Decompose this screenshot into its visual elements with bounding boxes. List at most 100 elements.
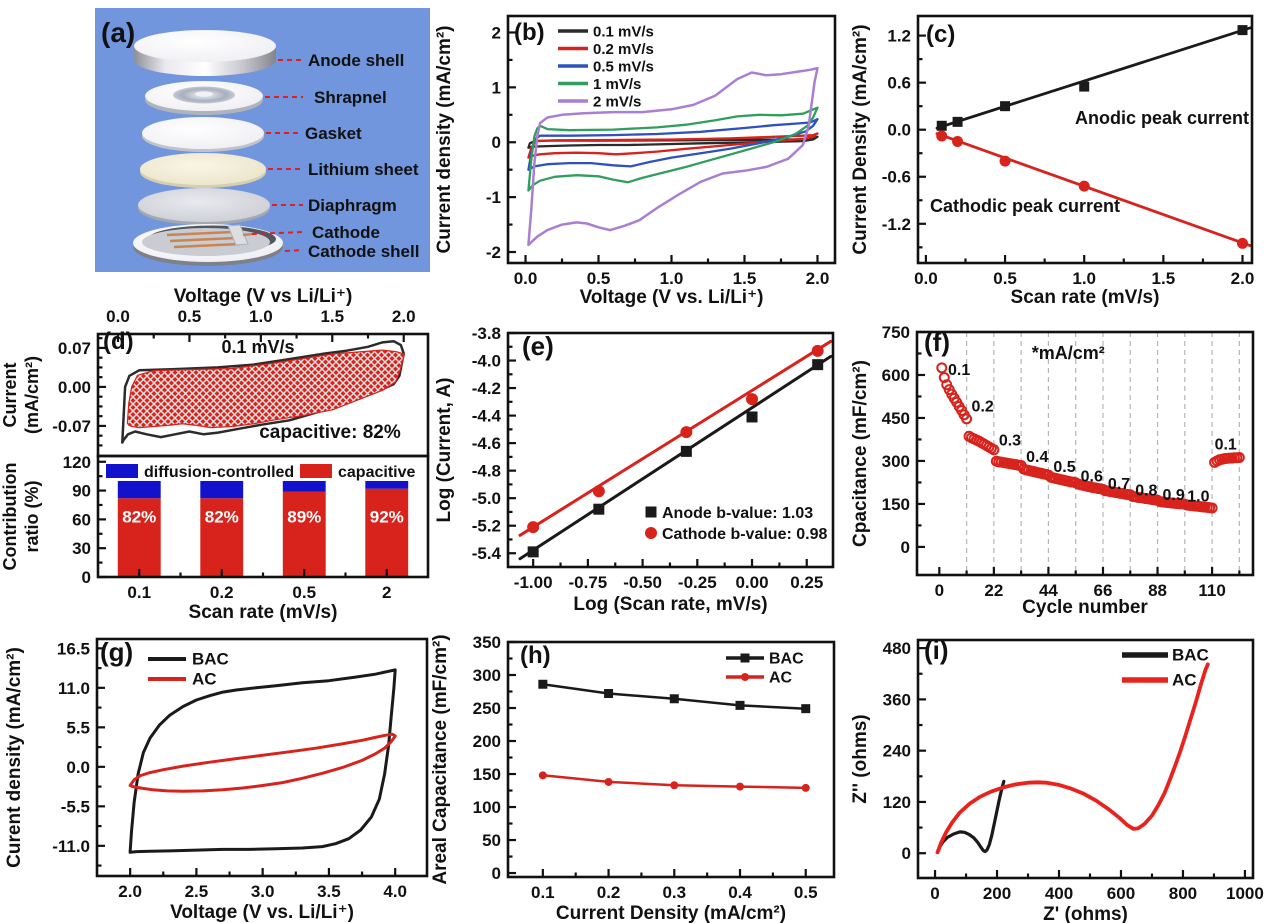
svg-text:(f): (f) xyxy=(924,327,950,357)
chart-e-series-cathode-fit xyxy=(518,339,833,537)
leader-lines xyxy=(251,59,304,252)
chart-i-nyquist: 0 200 400 600 800 1000 480 360 240 120 0 Z' (ohms) Z… xyxy=(850,635,1264,923)
chart-b-group: 0.0 0.5 1.0 1.5 2.0 2 1 0 -1 -2 Voltage (V vs. Li/… xyxy=(434,14,837,308)
svg-text:0: 0 xyxy=(902,844,911,863)
svg-text:66: 66 xyxy=(1094,581,1113,600)
svg-text:Contribution: Contribution xyxy=(0,463,20,571)
svg-text:0.0: 0.0 xyxy=(106,307,130,326)
svg-text:0.1 mV/s: 0.1 mV/s xyxy=(593,24,654,41)
svg-text:-4.6: -4.6 xyxy=(472,434,501,453)
svg-text:0.00: 0.00 xyxy=(735,573,768,592)
svg-text:-0.07: -0.07 xyxy=(52,417,91,436)
svg-text:Z' (ohms): Z' (ohms) xyxy=(1043,904,1128,923)
svg-text:2.0: 2.0 xyxy=(392,307,416,326)
panel-a-letter: (a) xyxy=(101,17,135,48)
svg-text:0.2: 0.2 xyxy=(972,399,994,416)
chart-e-legend: Anode b-value: 1.03 Cathode b-value: 0.98 xyxy=(645,505,827,543)
chart-c-group: 0.0 0.5 1.0 1.5 2.0 1.2 0.6 0.0 -0.6 -1.2 Scan rat… xyxy=(850,14,1254,308)
svg-text:Log (Current, A): Log (Current, A) xyxy=(434,378,455,523)
svg-text:Log (Scan rate, mV/s): Log (Scan rate, mV/s) xyxy=(573,594,767,615)
chart-f-series-1.0 xyxy=(1181,499,1218,514)
svg-text:150: 150 xyxy=(473,765,501,784)
chart-d-bottom-series-contribution-bars: 82% 82% 89% 92% xyxy=(117,480,409,577)
svg-text:Z'' (ohms): Z'' (ohms) xyxy=(850,714,871,803)
anode-shell-disc xyxy=(134,30,276,76)
svg-text:1000: 1000 xyxy=(1226,884,1264,903)
svg-text:1 mV/s: 1 mV/s xyxy=(593,76,641,93)
svg-text:0.2 mV/s: 0.2 mV/s xyxy=(593,41,654,58)
svg-text:0.25: 0.25 xyxy=(790,573,823,592)
svg-text:1.0: 1.0 xyxy=(1072,269,1096,288)
svg-text:0: 0 xyxy=(492,133,501,152)
svg-text:2: 2 xyxy=(492,23,501,42)
svg-text:Cathode b-value: 0.98: Cathode b-value: 0.98 xyxy=(662,526,827,543)
cathode-stub xyxy=(242,232,253,237)
chart-i-group: 0 200 400 600 800 1000 480 360 240 120 0 Z' (ohms) Z… xyxy=(850,635,1264,923)
chart-g-cv-comparison: 2.0 2.5 3.0 3.5 4.0 16.5 11.0 5.5 0.0 -5.5 -11.0 Vo… xyxy=(4,637,429,923)
svg-text:3.0: 3.0 xyxy=(251,882,275,901)
chart-e-group: -1.00 -0.75 -0.50 -0.25 0.00 0.25 -3.8 -4.0 -4.2… xyxy=(434,324,835,615)
svg-text:-4.2: -4.2 xyxy=(472,379,501,398)
svg-text:0.5: 0.5 xyxy=(292,583,316,602)
svg-text:Voltage (V vs. Li/Li⁺): Voltage (V vs. Li/Li⁺) xyxy=(170,902,354,923)
svg-text:1: 1 xyxy=(492,78,501,97)
svg-text:0.5: 0.5 xyxy=(1053,459,1075,476)
svg-text:0.00: 0.00 xyxy=(58,378,91,397)
svg-text:Cathodic peak current: Cathodic peak current xyxy=(930,196,1120,216)
svg-text:ratio (%): ratio (%) xyxy=(22,480,42,552)
chart-b-series-2mVs xyxy=(527,66,819,247)
svg-text:Scan rate (mV/s): Scan rate (mV/s) xyxy=(189,602,338,622)
svg-text:2: 2 xyxy=(382,583,391,602)
svg-text:-4.0: -4.0 xyxy=(472,352,501,371)
chart-g-series-AC xyxy=(128,732,397,793)
chart-h-series-AC-points xyxy=(538,771,810,792)
svg-text:44: 44 xyxy=(1039,581,1058,600)
svg-text:600: 600 xyxy=(882,366,910,385)
chart-g-series-BAC xyxy=(128,668,397,854)
chart-f-series-0.1-return xyxy=(1209,452,1245,468)
svg-text:-5.4: -5.4 xyxy=(472,544,502,563)
chart-f-series-0.2 xyxy=(963,430,1000,456)
svg-text:capacitive: 82%: capacitive: 82% xyxy=(259,422,401,443)
shrapnel-disc xyxy=(145,81,263,115)
svg-text:-5.0: -5.0 xyxy=(472,489,501,508)
svg-text:Anodic peak current: Anodic peak current xyxy=(1075,108,1249,128)
chart-e-bvalue: -1.00 -0.75 -0.50 -0.25 0.00 0.25 -3.8 -4.0 -4.2… xyxy=(434,324,835,615)
chart-d-top-group: 0.0 0.5 1.0 1.5 2.0 0.07 0.00 -0.07 Voltage (V v… xyxy=(0,286,430,458)
svg-text:0.5: 0.5 xyxy=(587,269,611,288)
chart-b-series-0.2mVs xyxy=(527,132,819,159)
svg-text:-4.4: -4.4 xyxy=(472,407,502,426)
svg-text:Current Density (mA/cm²): Current Density (mA/cm²) xyxy=(850,24,871,254)
svg-text:350: 350 xyxy=(473,633,501,652)
chart-e-series-cathode-points xyxy=(527,344,824,534)
svg-text:-11.0: -11.0 xyxy=(52,837,90,856)
svg-text:0.2: 0.2 xyxy=(597,883,621,902)
svg-text:0.4: 0.4 xyxy=(1026,449,1048,466)
svg-text:1.0: 1.0 xyxy=(660,269,684,288)
svg-text:0: 0 xyxy=(492,864,501,883)
svg-text:-5.5: -5.5 xyxy=(61,797,90,816)
svg-text:0.6: 0.6 xyxy=(1081,469,1103,486)
chart-b-cv-scan-rates: 0.0 0.5 1.0 1.5 2.0 2 1 0 -1 -2 Voltage (V vs. Li/… xyxy=(434,14,837,308)
svg-text:2.0: 2.0 xyxy=(806,269,830,288)
svg-text:0.1: 0.1 xyxy=(1215,436,1237,453)
svg-text:Voltage (V vs. Li/Li⁺): Voltage (V vs. Li/Li⁺) xyxy=(580,287,764,308)
svg-text:diffusion-controlled: diffusion-controlled xyxy=(144,464,294,481)
svg-text:0: 0 xyxy=(82,568,91,587)
svg-text:BAC: BAC xyxy=(192,650,229,669)
svg-text:50: 50 xyxy=(482,831,501,850)
svg-text:-1: -1 xyxy=(486,188,501,207)
svg-text:-1.2: -1.2 xyxy=(882,215,911,234)
svg-text:0.5: 0.5 xyxy=(178,307,202,326)
svg-text:-0.25: -0.25 xyxy=(678,573,717,592)
svg-text:BAC: BAC xyxy=(769,651,804,668)
svg-text:AC: AC xyxy=(192,670,217,689)
svg-text:0.1: 0.1 xyxy=(127,583,151,602)
svg-text:0: 0 xyxy=(930,884,939,903)
cathode-shell-dish xyxy=(133,224,283,266)
svg-text:300: 300 xyxy=(882,452,910,471)
chart-g-group: 2.0 2.5 3.0 3.5 4.0 16.5 11.0 5.5 0.0 -5.5 -11.0 Vo… xyxy=(4,637,429,923)
svg-text:750: 750 xyxy=(882,323,910,342)
svg-text:1.5: 1.5 xyxy=(1152,269,1176,288)
